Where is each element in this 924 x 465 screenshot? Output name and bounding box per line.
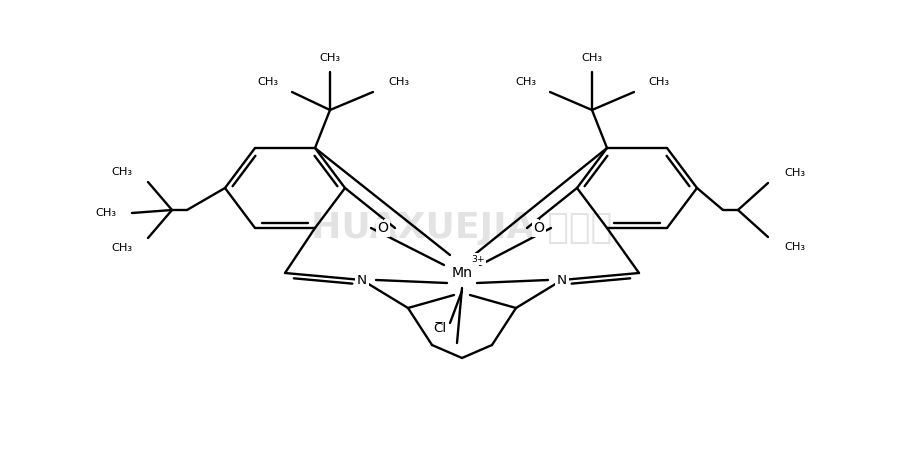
Text: N: N (557, 273, 567, 286)
Text: CH₃: CH₃ (320, 53, 341, 63)
Text: Mn: Mn (452, 266, 472, 280)
Text: C̅l: C̅l (433, 321, 446, 334)
Text: CH₃: CH₃ (784, 168, 805, 178)
Text: CH₃: CH₃ (257, 77, 278, 87)
Text: HUAXUEJIA 化学加: HUAXUEJIA 化学加 (311, 211, 613, 245)
Text: N: N (357, 273, 367, 286)
Text: CH₃: CH₃ (581, 53, 602, 63)
Text: CH₃: CH₃ (784, 242, 805, 252)
Text: Ȯ: Ȯ (533, 221, 544, 235)
Text: CH₃: CH₃ (95, 208, 116, 218)
Text: CH₃: CH₃ (515, 77, 536, 87)
Text: CH₃: CH₃ (111, 167, 132, 177)
Text: 3+: 3+ (471, 254, 485, 264)
Text: Ȯ: Ȯ (378, 221, 388, 235)
Text: CH₃: CH₃ (111, 243, 132, 253)
Text: CH₃: CH₃ (648, 77, 669, 87)
Text: CH₃: CH₃ (388, 77, 409, 87)
